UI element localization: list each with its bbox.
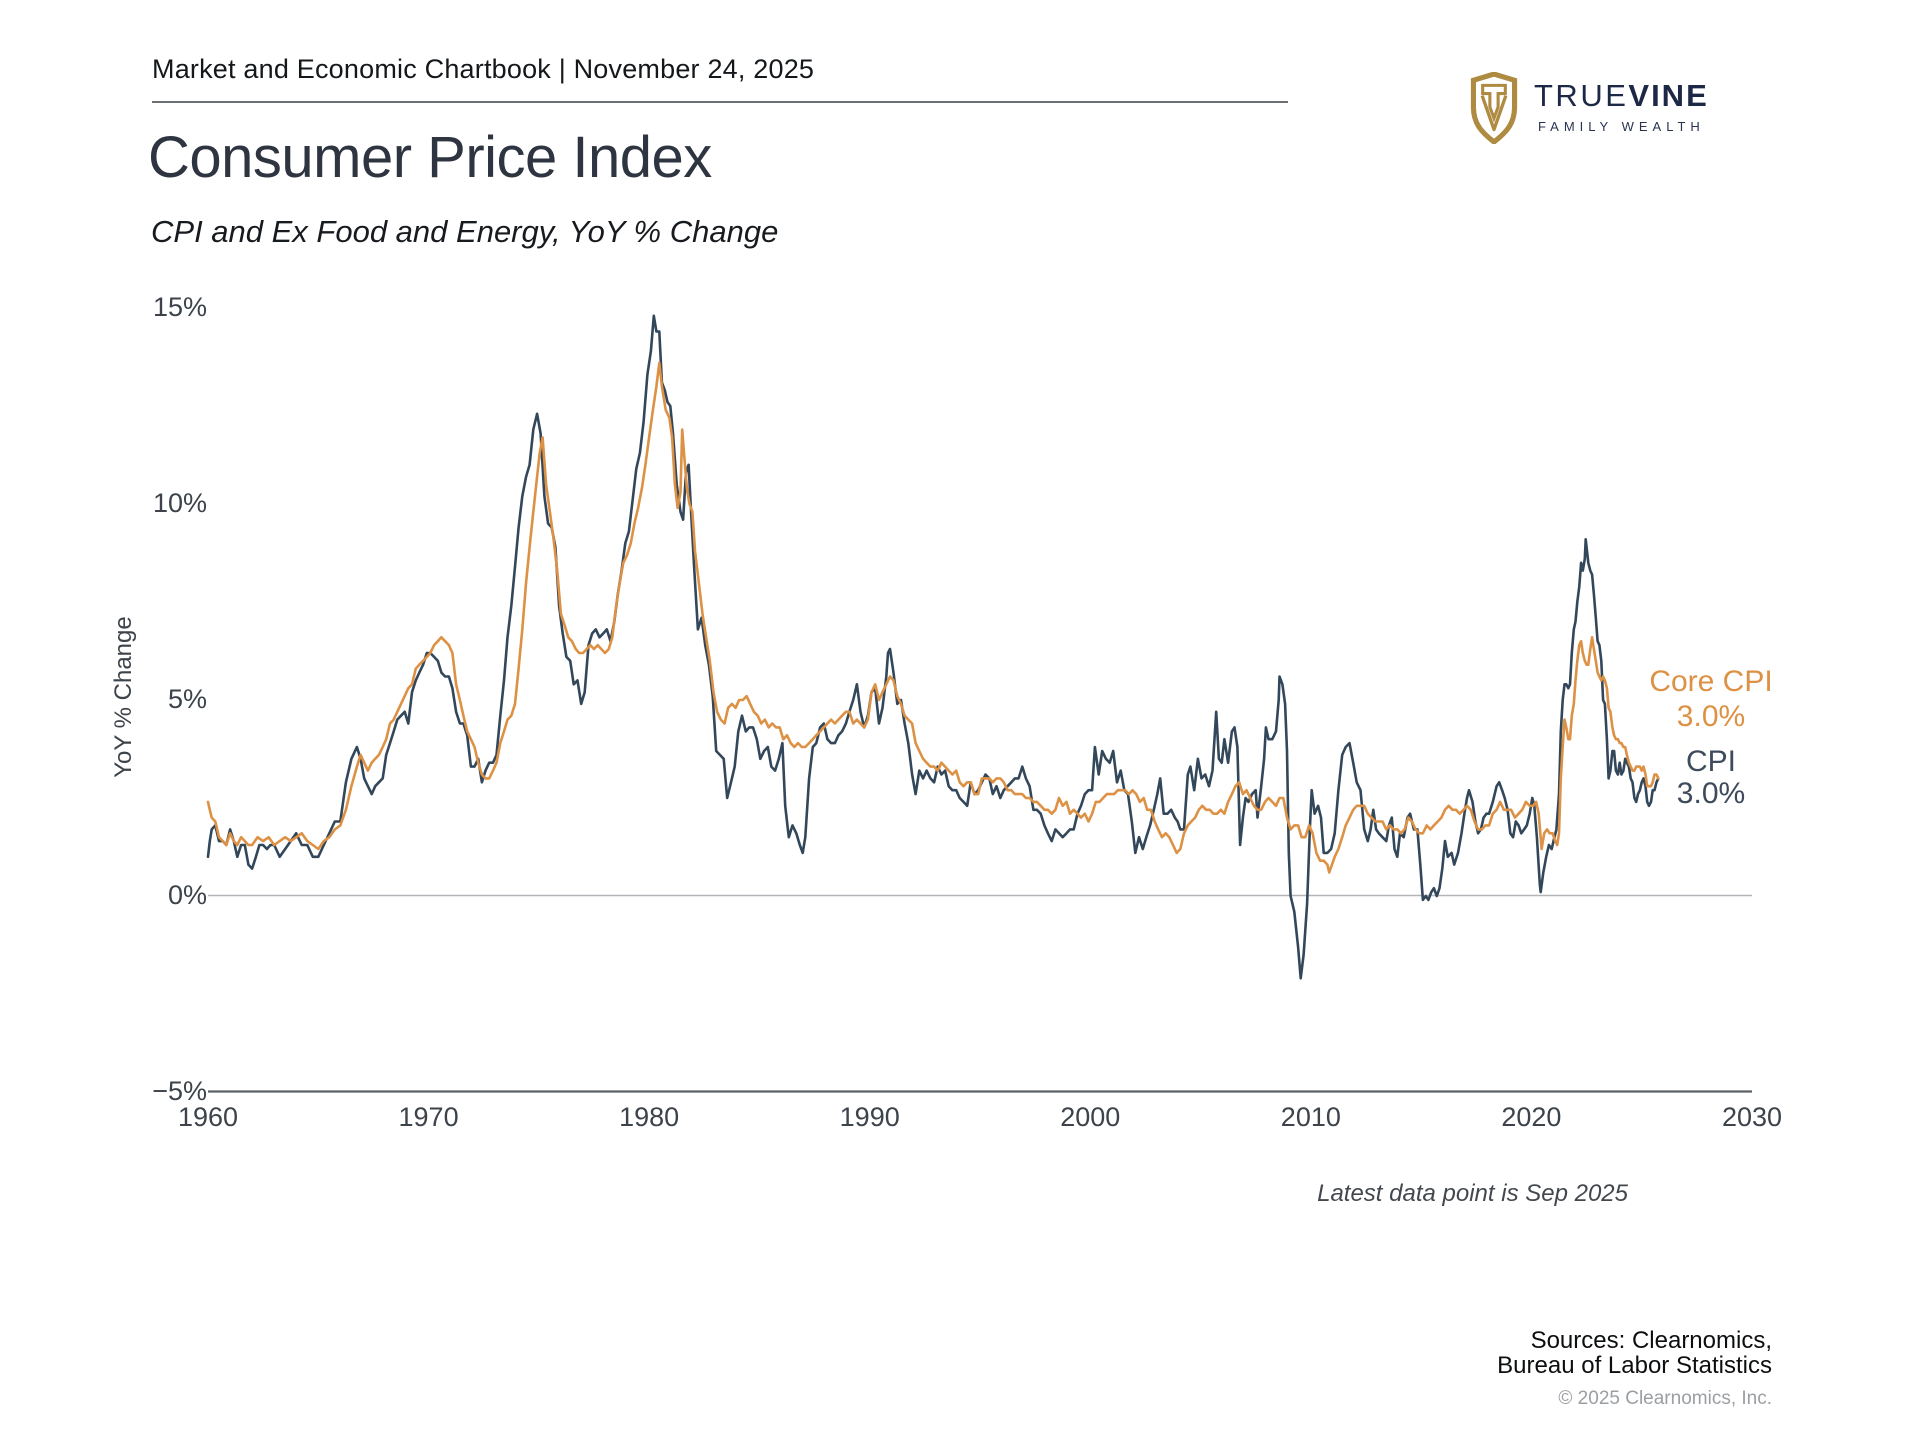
x-tick-label: 1960 [177,1102,239,1132]
page-subtitle: CPI and Ex Food and Energy, YoY % Change [151,214,779,249]
page-title: Consumer Price Index [148,125,712,190]
truevine-tagline: FAMILY WEALTH [1537,119,1705,134]
legend-cpi: CPI 3.0% [1626,746,1796,810]
brand-true: TRUE [1534,78,1629,113]
y-tick-label: 5% [167,683,207,714]
series-line-core-cpi [206,361,1660,874]
truevine-shield-icon [1470,72,1518,144]
brand-vine: VINE [1628,78,1709,113]
truevine-wordmark: TRUEVINE FAMILY WEALTH [1534,72,1709,134]
sources-block: Sources: Clearnomics, Bureau of Labor St… [1497,1328,1772,1411]
copyright: © 2025 Clearnomics, Inc. [1558,1388,1772,1409]
truevine-brand-text: TRUEVINE [1534,80,1709,111]
y-axis-title: YoY % Change [110,616,137,778]
sources-line2: Bureau of Labor Statistics [1497,1352,1772,1379]
legend-cpi-value: 3.0% [1676,777,1746,810]
series-line-cpi [206,314,1660,980]
x-tick-label: 2000 [1060,1102,1121,1132]
y-tick-label: 15% [152,291,207,322]
header-rule [152,101,1288,103]
x-tick-label: 1980 [619,1102,680,1132]
x-tick-label: 2010 [1280,1102,1341,1132]
sources-line1: Sources: Clearnomics, [1530,1327,1772,1354]
x-tick-label: 1990 [839,1102,900,1132]
legend-cpi-label: CPI [1685,745,1736,778]
y-tick-label: 0% [167,879,207,910]
legend-core-cpi-value: 3.0% [1676,700,1746,733]
legend-core-cpi-label: Core CPI [1649,665,1773,698]
x-tick-label: 1970 [398,1102,459,1132]
y-tick-label: −5% [152,1075,207,1106]
legend-core-cpi: Core CPI 3.0% [1626,664,1796,734]
truevine-logo: TRUEVINE FAMILY WEALTH [1468,72,1709,144]
y-tick-label: 10% [152,487,207,518]
chartbook-header: Market and Economic Chartbook | November… [152,54,815,84]
x-tick-label: 2020 [1501,1102,1562,1132]
x-tick-label: 2030 [1721,1102,1783,1132]
latest-data-footnote: Latest data point is Sep 2025 [1317,1180,1628,1207]
